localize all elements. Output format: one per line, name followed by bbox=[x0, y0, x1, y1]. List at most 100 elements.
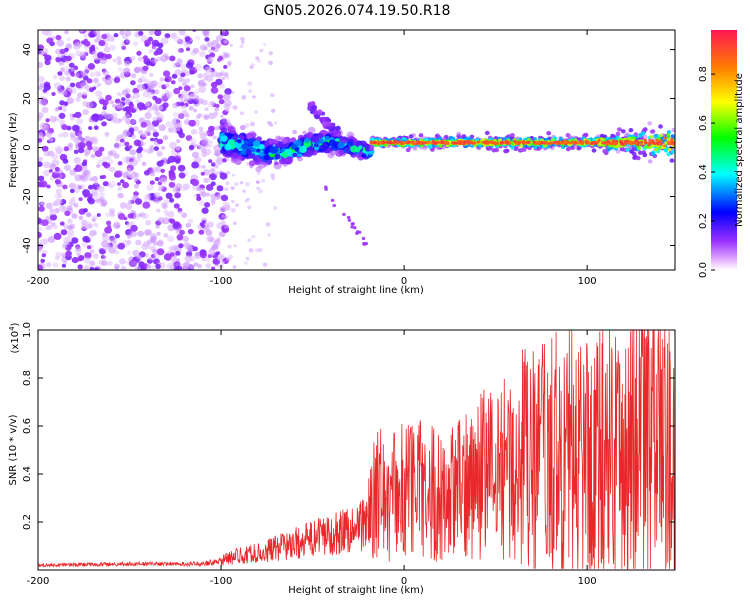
spectrogram-cell bbox=[214, 194, 221, 201]
spectrogram-cell bbox=[70, 72, 76, 77]
spectrogram-cell bbox=[87, 212, 92, 217]
spectrogram-cell bbox=[198, 200, 205, 206]
spectrogram-cell bbox=[222, 93, 231, 101]
spectrogram-cell bbox=[117, 242, 126, 250]
spectrogram-cell bbox=[226, 171, 230, 175]
spectrogram-cell bbox=[153, 192, 161, 199]
spectrogram-cell bbox=[132, 213, 141, 220]
spectrogram-cell bbox=[106, 34, 115, 42]
spectrogram-cell bbox=[428, 145, 433, 149]
spectrogram-cell bbox=[154, 30, 162, 37]
spectrogram-cell bbox=[162, 102, 169, 108]
spectrogram-cell bbox=[311, 106, 317, 111]
spectrogram-cell bbox=[42, 161, 50, 169]
spectrogram-cell bbox=[565, 132, 571, 138]
spectrogram-cell bbox=[68, 225, 74, 230]
spectrogram-cell bbox=[250, 63, 256, 68]
spectrogram-cell bbox=[223, 64, 228, 69]
spectrogram-cell bbox=[160, 37, 169, 45]
spectrogram-cell bbox=[231, 90, 235, 95]
spectrogram-cell bbox=[208, 236, 214, 243]
spectrogram-cell bbox=[59, 100, 65, 106]
spectrogram-cell bbox=[546, 142, 551, 146]
spectrogram-cell bbox=[177, 164, 186, 172]
spectrogram-cell bbox=[663, 136, 668, 140]
spectrogram-cell bbox=[270, 93, 275, 98]
spectrogram-cell bbox=[41, 124, 50, 131]
spectrogram-cell bbox=[401, 141, 405, 145]
spectrogram-cell bbox=[41, 106, 49, 114]
spectrogram-cell bbox=[198, 229, 205, 235]
spectrogram-cell bbox=[81, 166, 88, 173]
spectrogram-cell bbox=[98, 146, 105, 152]
spectrogram-cell bbox=[153, 146, 159, 152]
spectrogram-cell bbox=[52, 224, 58, 230]
spectrogram-cell bbox=[62, 184, 68, 190]
spectrogram-cell bbox=[42, 169, 51, 177]
spectrogram-cell bbox=[40, 99, 48, 106]
spectrogram-cell bbox=[268, 139, 274, 145]
spectrogram-cell bbox=[483, 140, 487, 144]
spectrogram-cell bbox=[245, 181, 250, 187]
spectrogram-cell bbox=[46, 262, 52, 268]
spectrogram-cell bbox=[61, 124, 68, 131]
spectrogram-cell bbox=[163, 233, 169, 238]
spectrogram-cell bbox=[136, 102, 145, 110]
spectrogram-cell bbox=[668, 141, 672, 145]
spectrogram-cell bbox=[131, 134, 137, 139]
spectrogram-cell bbox=[187, 218, 194, 224]
spectrogram-cell bbox=[304, 149, 313, 158]
spectrogram-cell bbox=[200, 171, 205, 176]
spectrogram-cell bbox=[109, 236, 117, 244]
spectrogram-cell bbox=[203, 76, 208, 81]
spectrogram-cell bbox=[373, 140, 377, 144]
spectrogram-cell bbox=[180, 63, 186, 69]
spectrogram-cell bbox=[297, 156, 303, 162]
spectrogram-cell bbox=[87, 245, 92, 250]
spectrogram-cell bbox=[183, 41, 191, 48]
spectrogram-cell bbox=[69, 116, 75, 121]
spectrogram-cell bbox=[299, 145, 307, 153]
spectrogram-cell bbox=[389, 140, 393, 144]
spectrogram-cell bbox=[210, 81, 218, 88]
spectrogram-cell bbox=[97, 185, 105, 193]
spectrogram-cell bbox=[86, 78, 93, 84]
spectrogram-cell bbox=[224, 224, 229, 229]
spectrogram-cell bbox=[180, 263, 188, 270]
spectrogram-cell bbox=[91, 229, 98, 236]
spectrogram-cell bbox=[193, 262, 199, 267]
spectrogram-cell bbox=[142, 148, 147, 153]
spectrogram-cell bbox=[122, 67, 131, 75]
spectrogram-cell bbox=[250, 121, 255, 127]
spectrogram-cell bbox=[549, 141, 553, 145]
spectrogram-cell bbox=[44, 30, 53, 37]
spectrogram-cell bbox=[209, 113, 216, 120]
spectrogram-cell bbox=[53, 82, 62, 90]
spectrogram-cell bbox=[223, 72, 229, 78]
spectrogram-cell bbox=[124, 141, 130, 147]
spectrogram-cell bbox=[151, 58, 158, 64]
colorbar-gradient bbox=[711, 30, 737, 270]
spectrogram-cell bbox=[141, 213, 149, 220]
spectrogram-cell bbox=[212, 45, 220, 52]
spectrogram-cell bbox=[146, 85, 154, 93]
spectrogram-cell bbox=[163, 253, 172, 261]
spectrogram-cell bbox=[649, 135, 654, 139]
spectrogram-cell bbox=[200, 191, 207, 198]
spectrogram-cell bbox=[69, 86, 77, 95]
spectrogram-cell bbox=[184, 98, 189, 103]
spectrogram-cell bbox=[83, 264, 91, 270]
spectrogram-cell bbox=[129, 55, 136, 62]
spectrogram-cell bbox=[232, 105, 238, 110]
spectrogram-cell bbox=[204, 37, 210, 42]
spectrogram-cell bbox=[113, 142, 122, 150]
spectrogram-cell bbox=[255, 248, 260, 253]
spectrogram-cell bbox=[444, 141, 448, 145]
spectrogram-cell bbox=[248, 89, 253, 93]
spectrogram-cell bbox=[97, 82, 102, 87]
spectrogram-cell bbox=[599, 137, 604, 141]
spectrogram-cell bbox=[458, 142, 462, 145]
spectrogram-cell bbox=[188, 119, 196, 127]
spectrogram-cell bbox=[85, 101, 94, 109]
spectrogram-cell bbox=[47, 150, 55, 157]
